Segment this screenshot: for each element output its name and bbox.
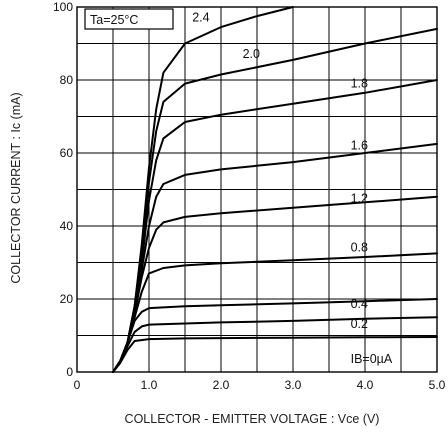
temperature-annotation-text: Ta=25°C <box>90 13 138 27</box>
grid-lines <box>76 6 438 373</box>
curve-label: 2.4 <box>192 11 209 25</box>
series-curve-0.2 <box>112 316 438 373</box>
data-curves <box>112 6 438 373</box>
curve-label: 0.8 <box>351 241 368 255</box>
series-curve-2.4 <box>112 6 294 373</box>
curve-label: 2.0 <box>243 47 260 61</box>
curve-label: IB=0µA <box>351 352 393 366</box>
tick-labels: 0 1.0 2.0 3.0 4.0 5.0 0 20 40 60 80 100 <box>53 0 446 392</box>
curve-label: 0.4 <box>351 297 368 311</box>
y-tick-label: 20 <box>60 292 74 306</box>
x-tick-label: 1.0 <box>141 378 158 392</box>
x-tick-label: 4.0 <box>357 378 374 392</box>
y-tick-label: 100 <box>53 0 73 14</box>
x-axis-title: COLLECTOR - EMITTER VOLTAGE : Vce (V) <box>125 412 380 426</box>
x-tick-label: 2.0 <box>213 378 230 392</box>
x-tick-label: 0 <box>74 378 81 392</box>
curve-label: 1.2 <box>351 191 368 205</box>
series-curve-1.2 <box>112 195 438 373</box>
plot-frame <box>76 6 438 373</box>
curve-label: 0.2 <box>351 317 368 331</box>
y-tick-label: 0 <box>66 365 73 379</box>
y-tick-label: 40 <box>60 219 74 233</box>
temperature-annotation: Ta=25°C <box>84 8 174 30</box>
y-axis-title: COLLECTOR CURRENT : Ic (mA) <box>9 92 23 283</box>
curve-label: 1.6 <box>351 138 368 152</box>
y-tick-label: 60 <box>60 146 74 160</box>
curve-label: 1.8 <box>351 76 368 90</box>
y-tick-label: 80 <box>60 73 74 87</box>
curve-labels: 2.4 2.0 1.8 1.6 1.2 0.8 0.4 0.2 IB=0µA <box>192 11 393 366</box>
x-tick-label: 3.0 <box>285 378 302 392</box>
x-tick-label: 5.0 <box>429 378 446 392</box>
